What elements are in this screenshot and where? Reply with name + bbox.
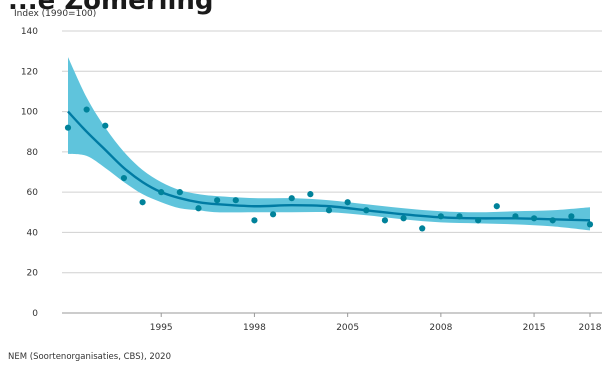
data-point <box>307 191 314 198</box>
page-title: ...e Zomerling <box>8 0 214 16</box>
confidence-band <box>68 57 590 231</box>
y-axis-tick-labels: 0 20 40 60 80 100 120 140 <box>21 27 38 319</box>
y-tick-label: 120 <box>21 67 38 77</box>
data-point <box>456 213 463 220</box>
y-tick-label: 100 <box>21 108 38 118</box>
data-point <box>512 213 519 220</box>
data-point <box>176 189 183 196</box>
y-tick-label: 40 <box>27 228 39 238</box>
data-points <box>64 106 594 232</box>
data-point <box>139 199 146 206</box>
x-tick-label: 1995 <box>150 323 173 333</box>
y-tick-label: 0 <box>32 309 38 319</box>
data-point <box>269 211 277 218</box>
x-tick-label: 2015 <box>523 323 546 333</box>
data-point <box>288 195 295 202</box>
data-point <box>493 203 500 210</box>
data-point <box>568 213 575 220</box>
y-tick-label: 80 <box>27 148 39 158</box>
data-point <box>251 217 258 224</box>
data-point <box>419 225 426 232</box>
data-point <box>344 199 351 206</box>
y-tick-label: 20 <box>27 269 39 279</box>
data-point <box>381 217 389 224</box>
data-point <box>530 215 538 222</box>
data-point <box>120 174 128 182</box>
x-tick-label: 2018 <box>579 323 602 333</box>
source-note: NEM (Soortenorganisaties, CBS), 2020 <box>8 352 171 362</box>
data-point <box>102 122 109 129</box>
data-point <box>214 197 221 204</box>
y-tick-label: 60 <box>27 188 39 198</box>
x-tick-label: 2005 <box>336 323 359 333</box>
y-tick-label: 140 <box>21 27 38 37</box>
data-point <box>195 205 202 212</box>
data-point <box>325 207 333 214</box>
data-point <box>83 106 90 113</box>
x-tick-label: 2008 <box>429 323 452 333</box>
data-point <box>586 221 594 228</box>
data-point <box>64 124 72 131</box>
data-point <box>437 213 444 220</box>
x-axis-tick-labels: 1995 1998 2005 2008 2015 2018 <box>150 323 602 333</box>
data-point <box>232 197 239 204</box>
data-point <box>400 215 407 222</box>
data-point <box>475 217 482 224</box>
x-tick-label: 1998 <box>243 323 266 333</box>
data-point <box>363 207 370 214</box>
data-point <box>549 217 556 224</box>
data-point <box>158 189 165 196</box>
y-axis-unit-label: Index (1990=100) <box>14 9 97 19</box>
